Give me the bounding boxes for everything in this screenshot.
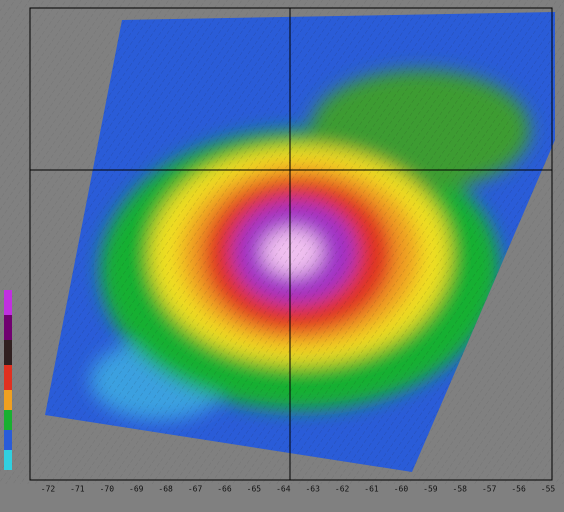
x-label: -72	[41, 485, 56, 494]
x-label: -63	[305, 485, 320, 494]
x-label: -57	[482, 485, 497, 494]
colorbar	[4, 290, 12, 470]
x-label: -62	[335, 485, 350, 494]
x-label: -68	[158, 485, 173, 494]
x-label: -65	[247, 485, 262, 494]
x-label: -56	[511, 485, 526, 494]
x-label: -61	[364, 485, 379, 494]
x-label: -60	[394, 485, 409, 494]
x-label: -58	[453, 485, 468, 494]
x-label: -66	[217, 485, 232, 494]
x-label: -70	[100, 485, 115, 494]
x-label: -64	[276, 485, 291, 494]
frame	[29, 7, 553, 481]
footer	[0, 484, 564, 512]
x-label: -67	[188, 485, 203, 494]
x-label: -59	[423, 485, 438, 494]
x-label: -69	[129, 485, 144, 494]
x-label: -55	[541, 485, 556, 494]
x-label: -71	[70, 485, 85, 494]
